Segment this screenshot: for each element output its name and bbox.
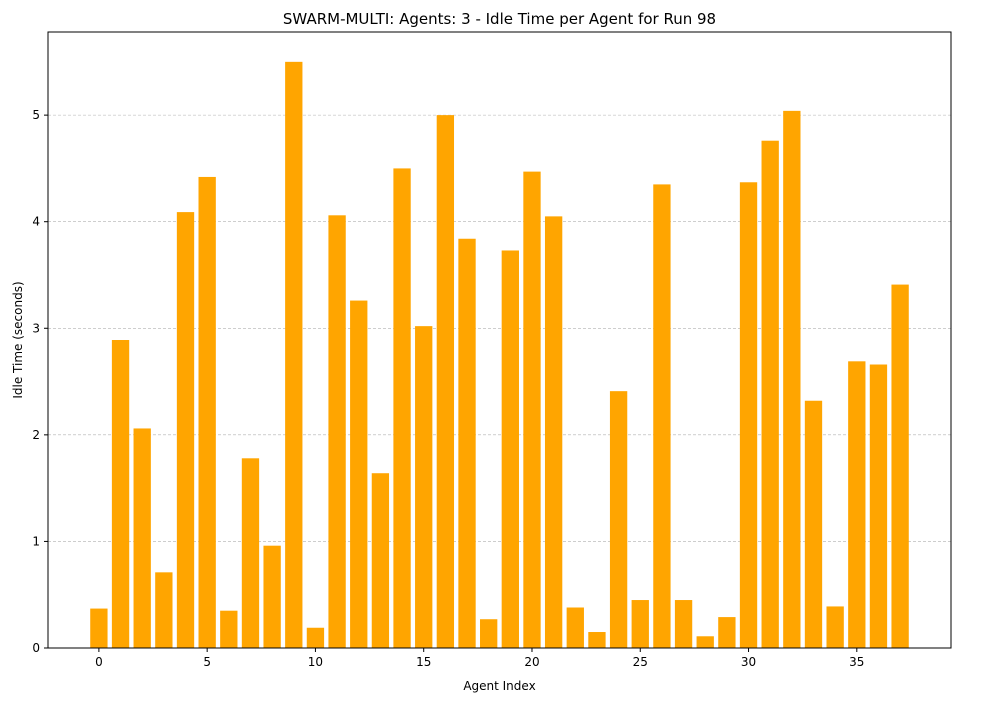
bar xyxy=(285,61,303,649)
x-axis-label: Agent Index xyxy=(463,679,535,693)
bar xyxy=(501,250,519,648)
bar xyxy=(458,238,476,648)
bar xyxy=(653,184,671,649)
chart-title: SWARM-MULTI: Agents: 3 - Idle Time per A… xyxy=(283,10,716,28)
y-axis-ticks: 0 1 2 3 4 5 xyxy=(32,108,48,655)
bar xyxy=(826,606,844,648)
bar xyxy=(436,115,455,648)
y-tick-label: 1 xyxy=(32,534,40,548)
y-tick-label: 3 xyxy=(32,321,40,335)
bar xyxy=(566,607,584,648)
y-tick-label: 0 xyxy=(32,641,40,655)
y-axis-label: Idle Time (seconds) xyxy=(11,281,25,398)
bar-series xyxy=(90,61,909,649)
bar xyxy=(415,326,433,648)
bar xyxy=(350,300,368,648)
bar xyxy=(869,364,888,648)
x-tick-label: 35 xyxy=(849,655,864,669)
bar xyxy=(306,627,325,648)
bar xyxy=(263,545,281,648)
bar xyxy=(328,215,346,648)
bar xyxy=(133,428,151,648)
bar xyxy=(480,619,498,648)
bar xyxy=(111,340,130,648)
bar xyxy=(90,608,108,648)
bar xyxy=(371,473,390,648)
x-tick-label: 25 xyxy=(633,655,648,669)
x-axis-ticks: 0 5 10 15 20 25 30 35 xyxy=(95,648,864,669)
bar xyxy=(393,168,411,648)
plot-frame xyxy=(47,31,952,649)
x-tick-label: 0 xyxy=(95,655,103,669)
bar xyxy=(220,610,238,648)
x-tick-label: 5 xyxy=(203,655,211,669)
bar xyxy=(523,171,541,648)
bar xyxy=(783,110,801,648)
bar xyxy=(155,572,173,648)
bar xyxy=(891,284,909,648)
y-tick-label: 5 xyxy=(32,108,40,122)
y-tick-label: 2 xyxy=(32,428,40,442)
bar xyxy=(544,216,563,648)
bar xyxy=(718,617,736,648)
bar xyxy=(176,212,195,649)
bar xyxy=(848,361,866,648)
y-tick-label: 4 xyxy=(32,215,40,229)
bar xyxy=(674,600,693,648)
bar xyxy=(761,140,779,649)
bar xyxy=(631,600,649,648)
bar xyxy=(804,400,823,648)
x-tick-label: 30 xyxy=(741,655,756,669)
x-tick-label: 20 xyxy=(524,655,539,669)
x-tick-label: 10 xyxy=(308,655,323,669)
bar xyxy=(198,176,216,649)
bar xyxy=(241,458,260,648)
bar xyxy=(696,636,714,648)
x-tick-label: 15 xyxy=(416,655,431,669)
bar xyxy=(609,391,628,648)
bar xyxy=(739,182,758,648)
bar xyxy=(588,632,606,648)
